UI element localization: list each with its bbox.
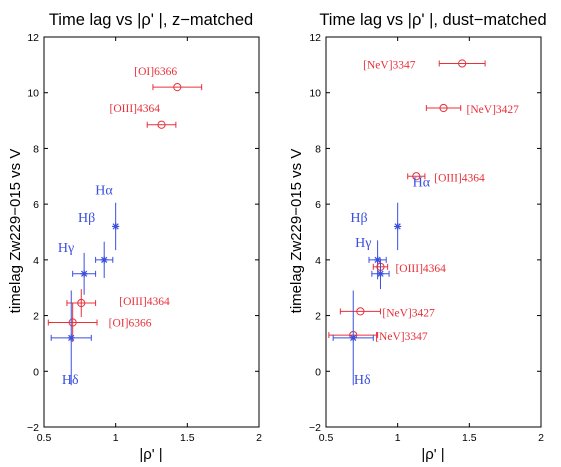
y-tick-label: 12 [27, 32, 39, 44]
y-tick-label: −2 [27, 422, 39, 434]
point-label: Hβ [78, 211, 95, 226]
data-point: Hγ [355, 236, 390, 290]
y-axis-label: timelag Zw229−015 vs V [7, 149, 24, 314]
point-label: [NeV]3427 [382, 307, 435, 319]
y-tick-label: 12 [309, 32, 321, 44]
x-tick-label: 2 [256, 432, 262, 444]
data-point: [OIII]4364 [407, 172, 485, 184]
star-marker [374, 256, 382, 264]
data-point: [NeV]3347 [328, 330, 428, 343]
data-point: [OIII]4364 [66, 289, 170, 317]
y-tick-label: 4 [33, 255, 39, 267]
data-point: [NeV]3427 [425, 103, 520, 116]
point-label: [OI]6366 [109, 318, 152, 330]
x-tick-label: 1.5 [180, 432, 195, 444]
x-axis-label: |ρ' | [139, 446, 162, 463]
point-label: Hβ [350, 211, 367, 226]
data-point: Hδ [50, 290, 92, 388]
point-label: [OIII]4364 [110, 103, 161, 115]
data-point: Hβ [78, 211, 114, 278]
y-tick-label: 6 [33, 199, 39, 211]
point-label: Hα [95, 183, 113, 198]
y-tick-label: 0 [33, 366, 39, 378]
point-label: [OIII]4364 [434, 172, 485, 184]
y-tick-label: 8 [315, 143, 321, 155]
star-marker [80, 270, 88, 278]
x-tick-label: 0.5 [37, 432, 52, 444]
point-label: [OIII]4364 [395, 263, 446, 275]
x-tick-label: 1.5 [462, 432, 477, 444]
data-point: Hδ [332, 290, 374, 388]
axes-frame [43, 36, 260, 428]
point-label: Hα [413, 175, 431, 190]
point-label: Hγ [58, 241, 74, 256]
y-tick-label: 10 [27, 88, 39, 100]
chart-left: Time lag vs |ρ' |, z−matched timelag Zw2… [7, 11, 262, 463]
y-axis-label: timelag Zw229−015 vs V [288, 149, 305, 314]
data-point: [NeV]3347 [363, 59, 486, 71]
y-tick-label: 6 [315, 199, 321, 211]
x-tick-label: 2 [538, 432, 544, 444]
point-label: [NeV]3347 [363, 59, 416, 71]
chart-title: Time lag vs |ρ' |, dust−matched [319, 11, 546, 29]
y-tick-label: 0 [315, 366, 321, 378]
circle-marker [68, 318, 77, 327]
plot-area: 0.5 1 1.5 2−2024681012[OI]6366[OIII]4364HαH… [27, 32, 262, 444]
axes-frame [325, 36, 542, 428]
point-label: Hγ [355, 236, 371, 251]
data-point: [OIII]4364 [372, 258, 446, 276]
point-label: [NeV]3347 [375, 331, 428, 343]
x-axis-label: |ρ' | [421, 446, 444, 463]
star-marker [112, 222, 120, 231]
data-point: [OIII]4364 [110, 103, 177, 129]
circle-marker [356, 307, 365, 316]
x-tick-label: 1 [395, 432, 401, 444]
data-point: [OI]6366 [47, 303, 152, 343]
point-label: [OIII]4364 [119, 296, 170, 308]
point-label: [OI]6366 [134, 66, 177, 78]
star-marker [376, 270, 385, 278]
star-marker [67, 334, 75, 342]
circle-marker [77, 298, 86, 308]
y-tick-label: 10 [309, 88, 321, 100]
chart-right: Time lag vs |ρ' |, dust−matched timelag … [288, 11, 547, 463]
star-marker [394, 222, 402, 231]
circle-marker [439, 103, 448, 113]
circle-marker [173, 83, 182, 92]
point-label: Hδ [354, 373, 371, 388]
point-label: Hδ [62, 373, 79, 388]
point-label: [NeV]3427 [467, 104, 520, 116]
y-tick-label: −2 [309, 422, 321, 434]
star-marker [349, 334, 357, 342]
chart-title: Time lag vs |ρ' |, z−matched [49, 11, 253, 29]
circle-marker [458, 59, 467, 68]
data-point: Hα [394, 175, 431, 251]
x-tick-label: 1 [113, 432, 119, 444]
data-point: Hβ [350, 211, 387, 280]
plot-area: 0.5 1 1.5 2 −2 0 2 4 6 8 10 12 [NeV]3347 [NeV]3427 [OI… [309, 32, 544, 444]
star-marker [100, 256, 108, 264]
y-tick-label: 8 [33, 143, 39, 155]
data-point: [NeV]3427 [339, 307, 435, 319]
data-point: Hα [95, 183, 120, 251]
circle-marker [412, 172, 421, 181]
x-tick-label: 0.5 [319, 432, 334, 444]
y-tick-label: 4 [315, 255, 321, 267]
circle-marker [157, 120, 166, 129]
data-point: Hγ [58, 241, 97, 295]
y-tick-label: 2 [315, 311, 321, 323]
y-tick-label: 2 [33, 311, 39, 323]
data-point: [OI]6366 [134, 66, 203, 92]
